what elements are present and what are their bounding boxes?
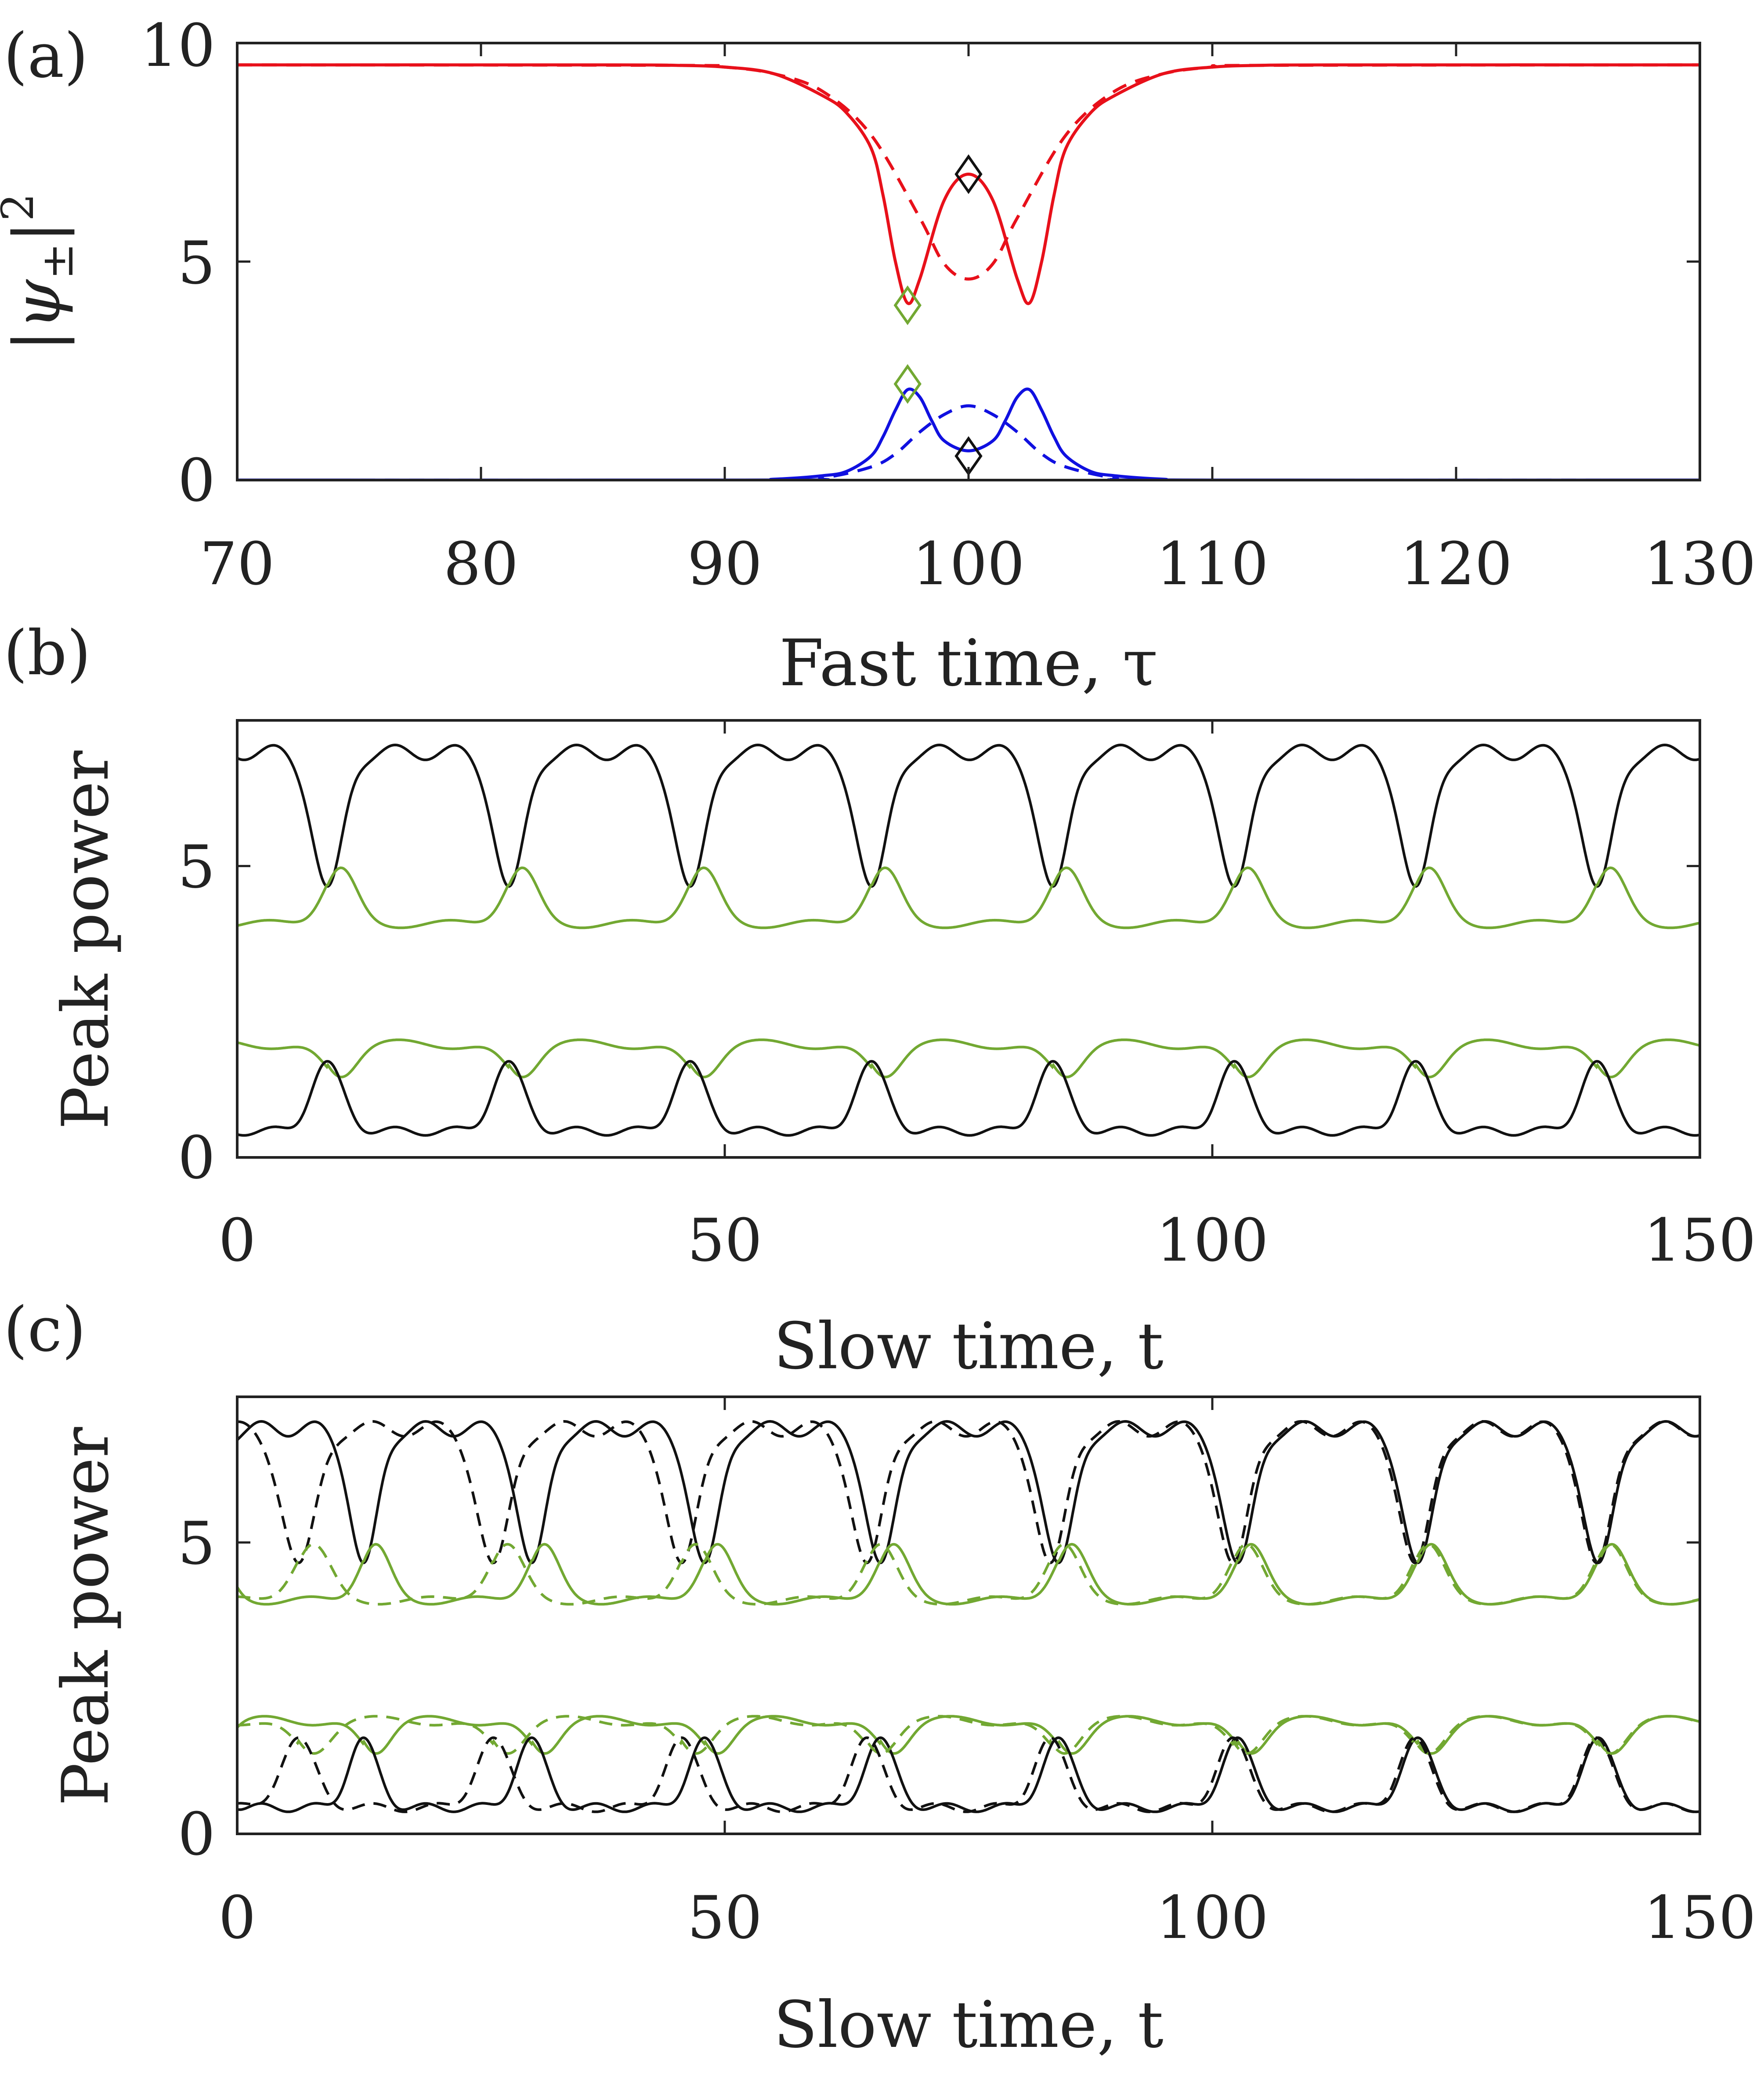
- panel-b-label: (b): [4, 618, 91, 689]
- a-ytick-5: 5: [178, 229, 215, 297]
- a-series-psi_minus_solid: [237, 387, 1700, 480]
- a-xtick-100: 100: [912, 530, 1025, 598]
- panel-c-frame: [236, 1395, 1701, 1835]
- panel-b: (b) 0 50 100 150 0 5 Slow time, t Peak p…: [4, 618, 1756, 1384]
- c-ylabel: Peak power: [48, 1427, 123, 1806]
- c-series-green_upper_solid: [237, 1543, 1700, 1606]
- b-xtick-50: 50: [687, 1206, 763, 1275]
- panel-b-ticks: [236, 720, 1701, 1159]
- a-xtick-70: 70: [200, 530, 275, 598]
- a-ylabel-sup: 2: [0, 193, 43, 221]
- c-xtick-100: 100: [1156, 1883, 1269, 1952]
- a-ylabel-psi: ψ: [0, 279, 75, 330]
- panel-a-ticks: [236, 42, 1701, 481]
- a-xtick-90: 90: [687, 530, 763, 598]
- panel-b-frame: [236, 719, 1701, 1159]
- a-xtick-120: 120: [1400, 530, 1512, 598]
- panel-b-plot-area: [237, 743, 1700, 1137]
- c-series-black_upper_dashed: [237, 1420, 1700, 1565]
- c-xtick-50: 50: [687, 1883, 763, 1952]
- c-ytick-5: 5: [178, 1509, 215, 1578]
- a-ytick-10: 10: [140, 11, 215, 80]
- c-xtick-0: 0: [218, 1883, 256, 1952]
- a-xtick-80: 80: [444, 530, 519, 598]
- b-xtick-0: 0: [218, 1206, 256, 1275]
- b-xtick-150: 150: [1644, 1206, 1756, 1275]
- panel-a: (a) 70 80 90 100 110 120 130 0 5 10 Fast…: [0, 11, 1756, 701]
- a-marker-diamond-0: [954, 154, 983, 194]
- a-series-psi_plus_solid: [237, 63, 1700, 305]
- c-series-green_lower_dashed: [237, 1715, 1700, 1755]
- panel-a-label: (a): [4, 20, 88, 92]
- c-ytick-0: 0: [178, 1800, 215, 1869]
- panel-c: (c) 0 50 100 150 0 5 Slow time, t Peak p…: [4, 1294, 1756, 2062]
- panel-c-ticks: [236, 1397, 1701, 1835]
- b-xlabel: Slow time, t: [774, 1309, 1164, 1384]
- a-marker-diamond-3: [893, 364, 922, 404]
- panel-c-plot-area: [237, 1420, 1700, 1813]
- c-series-black_upper_solid: [237, 1420, 1700, 1565]
- a-xtick-130: 130: [1644, 530, 1756, 598]
- a-ylabel-bar-left: |: [0, 330, 75, 351]
- a-series-psi_plus_dashed: [237, 63, 1700, 281]
- b-xtick-100: 100: [1156, 1206, 1269, 1275]
- a-ylabel: |ψ±|2: [0, 193, 83, 351]
- c-series-black_lower_dashed: [237, 1736, 1700, 1813]
- panel-a-frame: [236, 42, 1701, 481]
- b-ylabel: Peak power: [48, 751, 123, 1130]
- panel-c-label: (c): [4, 1294, 86, 1366]
- b-series-green_lower: [237, 1038, 1700, 1079]
- a-ylabel-sub: ±: [32, 243, 83, 280]
- c-series-black_lower_solid: [237, 1736, 1700, 1813]
- c-xlabel: Slow time, t: [774, 1988, 1164, 2062]
- a-series-psi_minus_dashed: [237, 404, 1700, 480]
- a-ylabel-bar-right: |: [0, 221, 75, 242]
- a-ytick-0: 0: [178, 446, 215, 515]
- a-xtick-110: 110: [1156, 530, 1269, 598]
- b-ytick-5: 5: [178, 833, 215, 901]
- a-marker-diamond-2: [893, 285, 922, 325]
- panel-a-plot-area: [237, 63, 1700, 480]
- b-series-black_upper: [237, 743, 1700, 888]
- a-xlabel: Fast time, τ: [779, 626, 1158, 701]
- b-ytick-0: 0: [178, 1124, 215, 1192]
- c-xtick-150: 150: [1644, 1883, 1756, 1952]
- b-series-green_upper: [237, 866, 1700, 929]
- b-series-black_lower: [237, 1060, 1700, 1137]
- c-series-green_upper_dashed: [237, 1543, 1700, 1606]
- c-series-green_lower_solid: [237, 1715, 1700, 1755]
